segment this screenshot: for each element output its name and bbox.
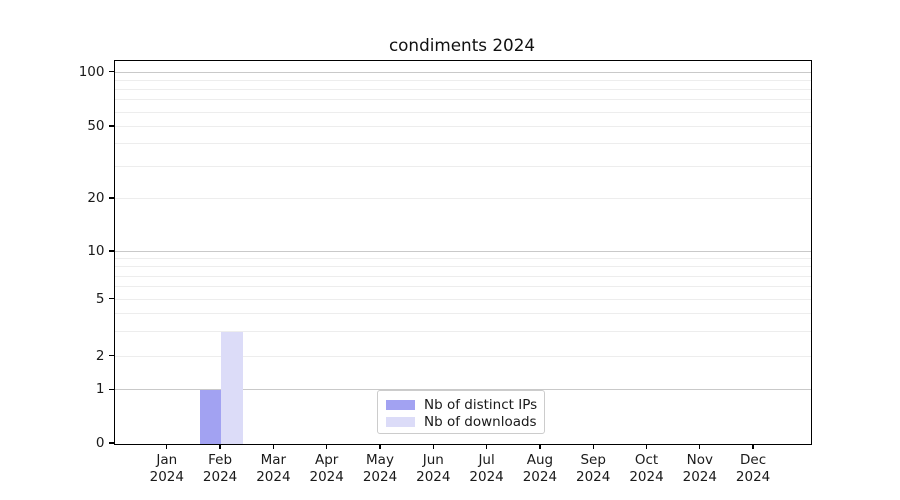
gridline-minor-80 <box>114 89 811 90</box>
y-tick-label-100: 100 <box>78 63 105 80</box>
x-label-month: Mar <box>260 452 287 468</box>
x-tick-may <box>379 444 381 450</box>
gridline-minor-4 <box>114 312 811 314</box>
gridline-minor-3 <box>114 330 811 332</box>
x-tick-label-apr: Apr 2024 <box>297 452 357 485</box>
x-tick-mar <box>272 444 275 450</box>
legend-row-0: Nb of distinct IPs <box>386 396 538 413</box>
y-tick-label-0: 0 <box>95 435 105 451</box>
x-tick-label-may: May 2024 <box>350 452 410 485</box>
x-tick-label-jul: Jul 2024 <box>457 452 517 485</box>
y-tick-1 <box>108 388 114 390</box>
x-tick-jul <box>485 444 488 450</box>
gridline-minor-8 <box>114 266 811 268</box>
x-tick-aug <box>539 444 541 450</box>
x-tick-label-aug: Aug 2024 <box>510 452 570 485</box>
gridline-major-1 <box>114 389 811 391</box>
x-tick-sep <box>592 444 594 450</box>
gridline-minor-60 <box>114 111 811 113</box>
gridline-minor-2 <box>114 355 811 357</box>
y-tick-50 <box>108 125 114 127</box>
x-label-month: Feb <box>208 452 233 468</box>
x-label-month: Jan <box>156 452 178 468</box>
legend-label-0: Nb of distinct IPs <box>424 396 538 413</box>
gridline-minor-6 <box>114 286 811 288</box>
legend-row-1: Nb of downloads <box>386 413 537 430</box>
x-tick-jan <box>166 444 168 450</box>
x-tick-jun <box>432 444 434 450</box>
x-tick-label-feb: Feb 2024 <box>190 452 250 485</box>
y-tick-0 <box>108 442 114 444</box>
x-label-year: 2024 <box>629 468 664 485</box>
y-tick-label-1: 1 <box>95 381 105 398</box>
legend-swatch-0 <box>386 399 415 410</box>
x-label-year: 2024 <box>522 468 558 485</box>
x-tick-dec <box>752 444 754 450</box>
y-tick-label-5: 5 <box>95 290 105 307</box>
x-tick-label-jan: Jan 2024 <box>137 452 197 485</box>
x-label-month: Dec <box>740 452 767 468</box>
gridline-minor-20 <box>114 197 811 199</box>
gridline-major-100 <box>114 71 811 73</box>
gridline-major-10 <box>114 250 811 252</box>
x-label-year: 2024 <box>682 468 717 485</box>
x-label-month: Sep <box>580 452 606 468</box>
x-label-year: 2024 <box>256 468 291 485</box>
bar-nb-of-downloads-feb <box>221 331 243 444</box>
legend: Nb of distinct IPs Nb of downloads <box>377 390 545 434</box>
x-label-month: Jul <box>478 452 495 468</box>
x-label-year: 2024 <box>576 468 611 485</box>
x-tick-label-nov: Nov 2024 <box>670 452 730 485</box>
y-tick-20 <box>108 197 114 199</box>
gridline-minor-30 <box>114 166 811 168</box>
y-tick-10 <box>108 250 114 252</box>
gridline-minor-5 <box>114 298 811 300</box>
y-tick-label-50: 50 <box>87 117 105 134</box>
x-label-month: Aug <box>526 452 554 468</box>
gridline-minor-50 <box>114 125 811 127</box>
gridline-minor-7 <box>114 275 811 277</box>
y-tick-label-20: 20 <box>87 189 105 206</box>
x-label-year: 2024 <box>202 468 238 485</box>
y-tick-label-10: 10 <box>87 242 105 259</box>
gridline-minor-9 <box>114 258 811 260</box>
gridline-minor-40 <box>114 143 811 145</box>
x-tick-label-oct: Oct 2024 <box>617 452 677 485</box>
x-label-month: Jun <box>422 452 444 468</box>
x-label-month: Nov <box>686 452 713 468</box>
x-tick-label-dec: Dec 2024 <box>723 452 783 485</box>
x-label-year: 2024 <box>469 468 504 485</box>
gridline-minor-90 <box>114 79 811 81</box>
x-label-year: 2024 <box>735 468 771 485</box>
x-tick-apr <box>326 444 328 450</box>
gridline-minor-70 <box>114 99 811 101</box>
x-label-month: Oct <box>634 452 659 468</box>
y-tick-5 <box>108 298 114 300</box>
x-tick-label-jun: Jun 2024 <box>403 452 463 485</box>
plot-area <box>113 59 812 445</box>
legend-swatch-1 <box>386 416 415 427</box>
legend-label-1: Nb of downloads <box>424 413 537 430</box>
x-tick-nov <box>699 444 701 450</box>
x-label-year: 2024 <box>149 468 184 485</box>
x-label-year: 2024 <box>362 468 398 485</box>
y-tick-100 <box>108 70 114 73</box>
y-tick-label-2: 2 <box>95 347 105 364</box>
x-tick-oct <box>645 444 648 450</box>
x-tick-label-sep: Sep 2024 <box>563 452 623 485</box>
x-tick-feb <box>219 444 221 450</box>
x-label-year: 2024 <box>309 468 344 485</box>
x-label-month: May <box>366 452 394 468</box>
y-tick-2 <box>108 355 114 357</box>
x-label-month: Apr <box>315 452 339 468</box>
chart-title: condiments 2024 <box>388 35 536 55</box>
bar-nb-of-distinct-ips-feb <box>199 390 222 444</box>
x-label-year: 2024 <box>416 468 451 485</box>
x-tick-label-mar: Mar 2024 <box>243 452 303 485</box>
